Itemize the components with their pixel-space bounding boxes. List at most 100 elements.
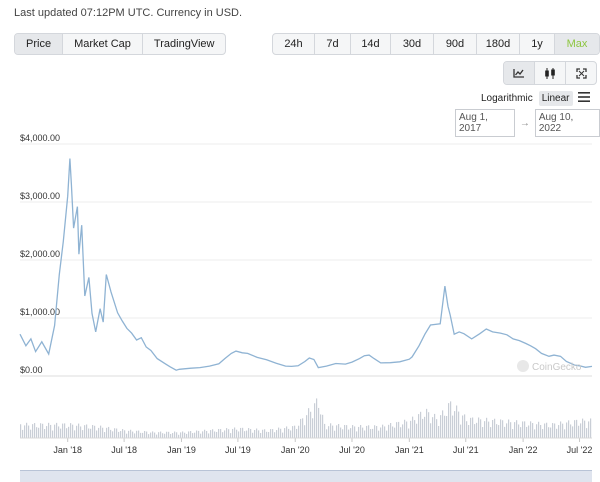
volume-bar [214, 431, 216, 438]
volume-bar [486, 417, 488, 438]
volume-bar [332, 425, 334, 438]
volume-bar [34, 423, 36, 438]
volume-bar [424, 416, 426, 438]
volume-bar [492, 419, 494, 438]
volume-bar [330, 423, 332, 438]
volume-bar [220, 429, 222, 438]
volume-bar [554, 423, 556, 438]
hamburger-menu-icon [577, 92, 590, 102]
volume-bar [180, 432, 182, 438]
price-chart[interactable]: $0.00 $1,000.00 $2,000.00 $3,000.00 $4,000.0… [0, 130, 600, 470]
volume-bar [532, 423, 534, 438]
volume-bar [206, 431, 208, 438]
logarithmic-scale-option[interactable]: Logarithmic [481, 93, 533, 104]
volume-bar [272, 429, 274, 438]
volume-bar [166, 431, 168, 438]
volume-bar [338, 424, 340, 438]
candlestick-button[interactable] [535, 62, 566, 84]
volume-bar [76, 425, 78, 438]
range-tab-max[interactable]: Max [555, 34, 599, 54]
volume-bar [294, 425, 296, 438]
volume-bar [440, 415, 442, 438]
x-axis: Jan '18 Jul '18 Jan '19 Jul '19 Jan '20 Jul '… [20, 437, 592, 455]
volume-bar [254, 430, 256, 438]
volume-bar [366, 425, 368, 438]
volume-bar [212, 429, 214, 438]
volume-bar [62, 423, 64, 438]
range-tab-14d[interactable]: 14d [351, 34, 391, 54]
volume-bar [114, 428, 116, 438]
chart-type-tab-tradingview[interactable]: TradingView [153, 38, 215, 50]
x-tick-label: Jan '20 [281, 445, 310, 455]
volume-bar [100, 425, 102, 438]
volume-bar [154, 432, 156, 438]
line-chart-button[interactable] [504, 62, 535, 84]
volume-bar [176, 432, 178, 438]
volume-bar [208, 433, 210, 438]
candlestick-icon [545, 67, 555, 79]
volume-bar [472, 417, 474, 438]
volume-bar [566, 422, 568, 438]
volume-bar [164, 433, 166, 438]
watermark-text: CoinGecko [532, 362, 582, 373]
volume-bar [230, 433, 232, 438]
volume-bar [186, 433, 188, 438]
volume-bar [236, 429, 238, 438]
volume-bar [388, 424, 390, 438]
volume-bar [420, 411, 422, 438]
volume-bar [326, 429, 328, 438]
volume-bar [24, 425, 26, 438]
volume-bar [130, 429, 132, 438]
volume-bar [70, 423, 72, 438]
fullscreen-button[interactable] [566, 62, 596, 84]
date-from-input[interactable]: Aug 1, 2017 [455, 109, 515, 137]
volume-bar [530, 421, 532, 438]
volume-bar [360, 424, 362, 438]
volume-bar [306, 415, 308, 438]
volume-bar [456, 405, 458, 438]
volume-bar [498, 425, 500, 438]
volume-bar [504, 426, 506, 438]
range-tab-180d[interactable]: 180d [477, 34, 520, 54]
volume-bar [270, 429, 272, 438]
volume-bar [398, 421, 400, 438]
range-navigator[interactable] [20, 470, 592, 482]
volume-bar [242, 427, 244, 438]
range-tab-7d[interactable]: 7d [315, 34, 351, 54]
range-tab-24h[interactable]: 24h [273, 34, 315, 54]
volume-bar [502, 420, 504, 438]
volume-bar [266, 431, 268, 438]
volume-bar [536, 424, 538, 438]
chart-menu-button[interactable] [577, 92, 590, 105]
volume-bar [106, 427, 108, 438]
volume-bar [300, 418, 302, 438]
volume-bar [358, 426, 360, 438]
volume-bar [112, 431, 114, 438]
range-tab-90d[interactable]: 90d [434, 34, 477, 54]
volume-bar [458, 411, 460, 438]
volume-bar [354, 426, 356, 438]
volume-bar [90, 428, 92, 438]
volume-bar [480, 419, 482, 438]
volume-bar [86, 424, 88, 438]
y-tick-label: $4,000.00 [20, 133, 60, 143]
range-tab-30d[interactable]: 30d [391, 34, 434, 54]
linear-scale-option[interactable]: Linear [538, 91, 573, 106]
volume-bar [426, 408, 428, 438]
date-to-input[interactable]: Aug 10, 2022 [534, 109, 600, 137]
volume-bar [200, 433, 202, 438]
volume-bar [238, 431, 240, 438]
volume-bar [152, 431, 154, 438]
volume-bar [40, 423, 42, 438]
chart-type-tab-price[interactable]: Price [15, 34, 64, 54]
volume-bar [352, 425, 354, 438]
volume-bar [564, 429, 566, 438]
volume-bar [148, 434, 150, 438]
volume-bar [392, 426, 394, 438]
volume-bar [250, 429, 252, 438]
range-tab-1y[interactable]: 1y [520, 34, 555, 54]
volume-bar [496, 424, 498, 438]
chart-type-tab-market-cap[interactable]: Market Cap [63, 34, 143, 54]
volume-bar [264, 429, 266, 438]
volume-bar [510, 422, 512, 438]
